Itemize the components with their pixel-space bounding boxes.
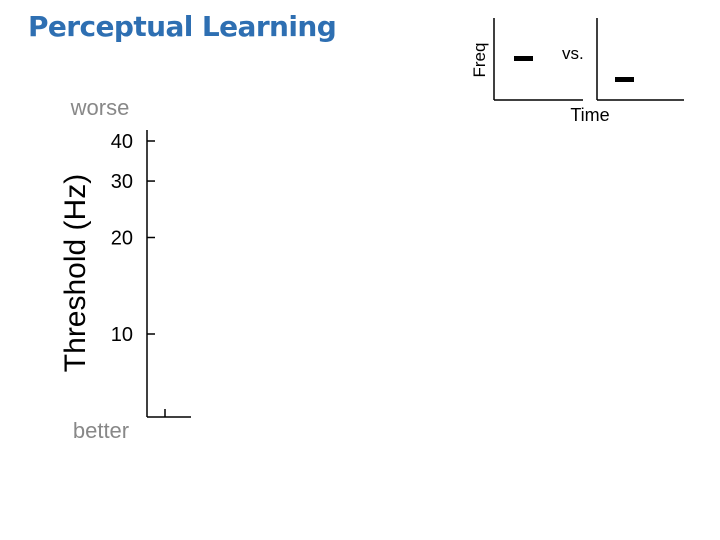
inset-vs-label: vs. — [562, 44, 584, 63]
inset-tone-high — [514, 56, 533, 61]
inset-freq-label: Freq — [470, 43, 489, 78]
slide-title: Perceptual Learning — [28, 10, 337, 43]
inset-panel-right — [596, 18, 684, 101]
y-axis-title: Threshold (Hz) — [59, 174, 92, 372]
y-tick-label: 30 — [111, 171, 133, 193]
better-label: better — [73, 418, 129, 443]
y-tick-label: 20 — [111, 228, 133, 250]
y-tick-label: 10 — [111, 324, 133, 346]
y-ticks: 10 20 30 40 — [111, 131, 155, 346]
inset-time-label: Time — [570, 105, 609, 125]
y-tick-label: 40 — [111, 131, 133, 153]
inset-tone-low — [615, 77, 634, 82]
worse-label: worse — [70, 95, 130, 120]
inset-panel-left — [493, 18, 583, 101]
